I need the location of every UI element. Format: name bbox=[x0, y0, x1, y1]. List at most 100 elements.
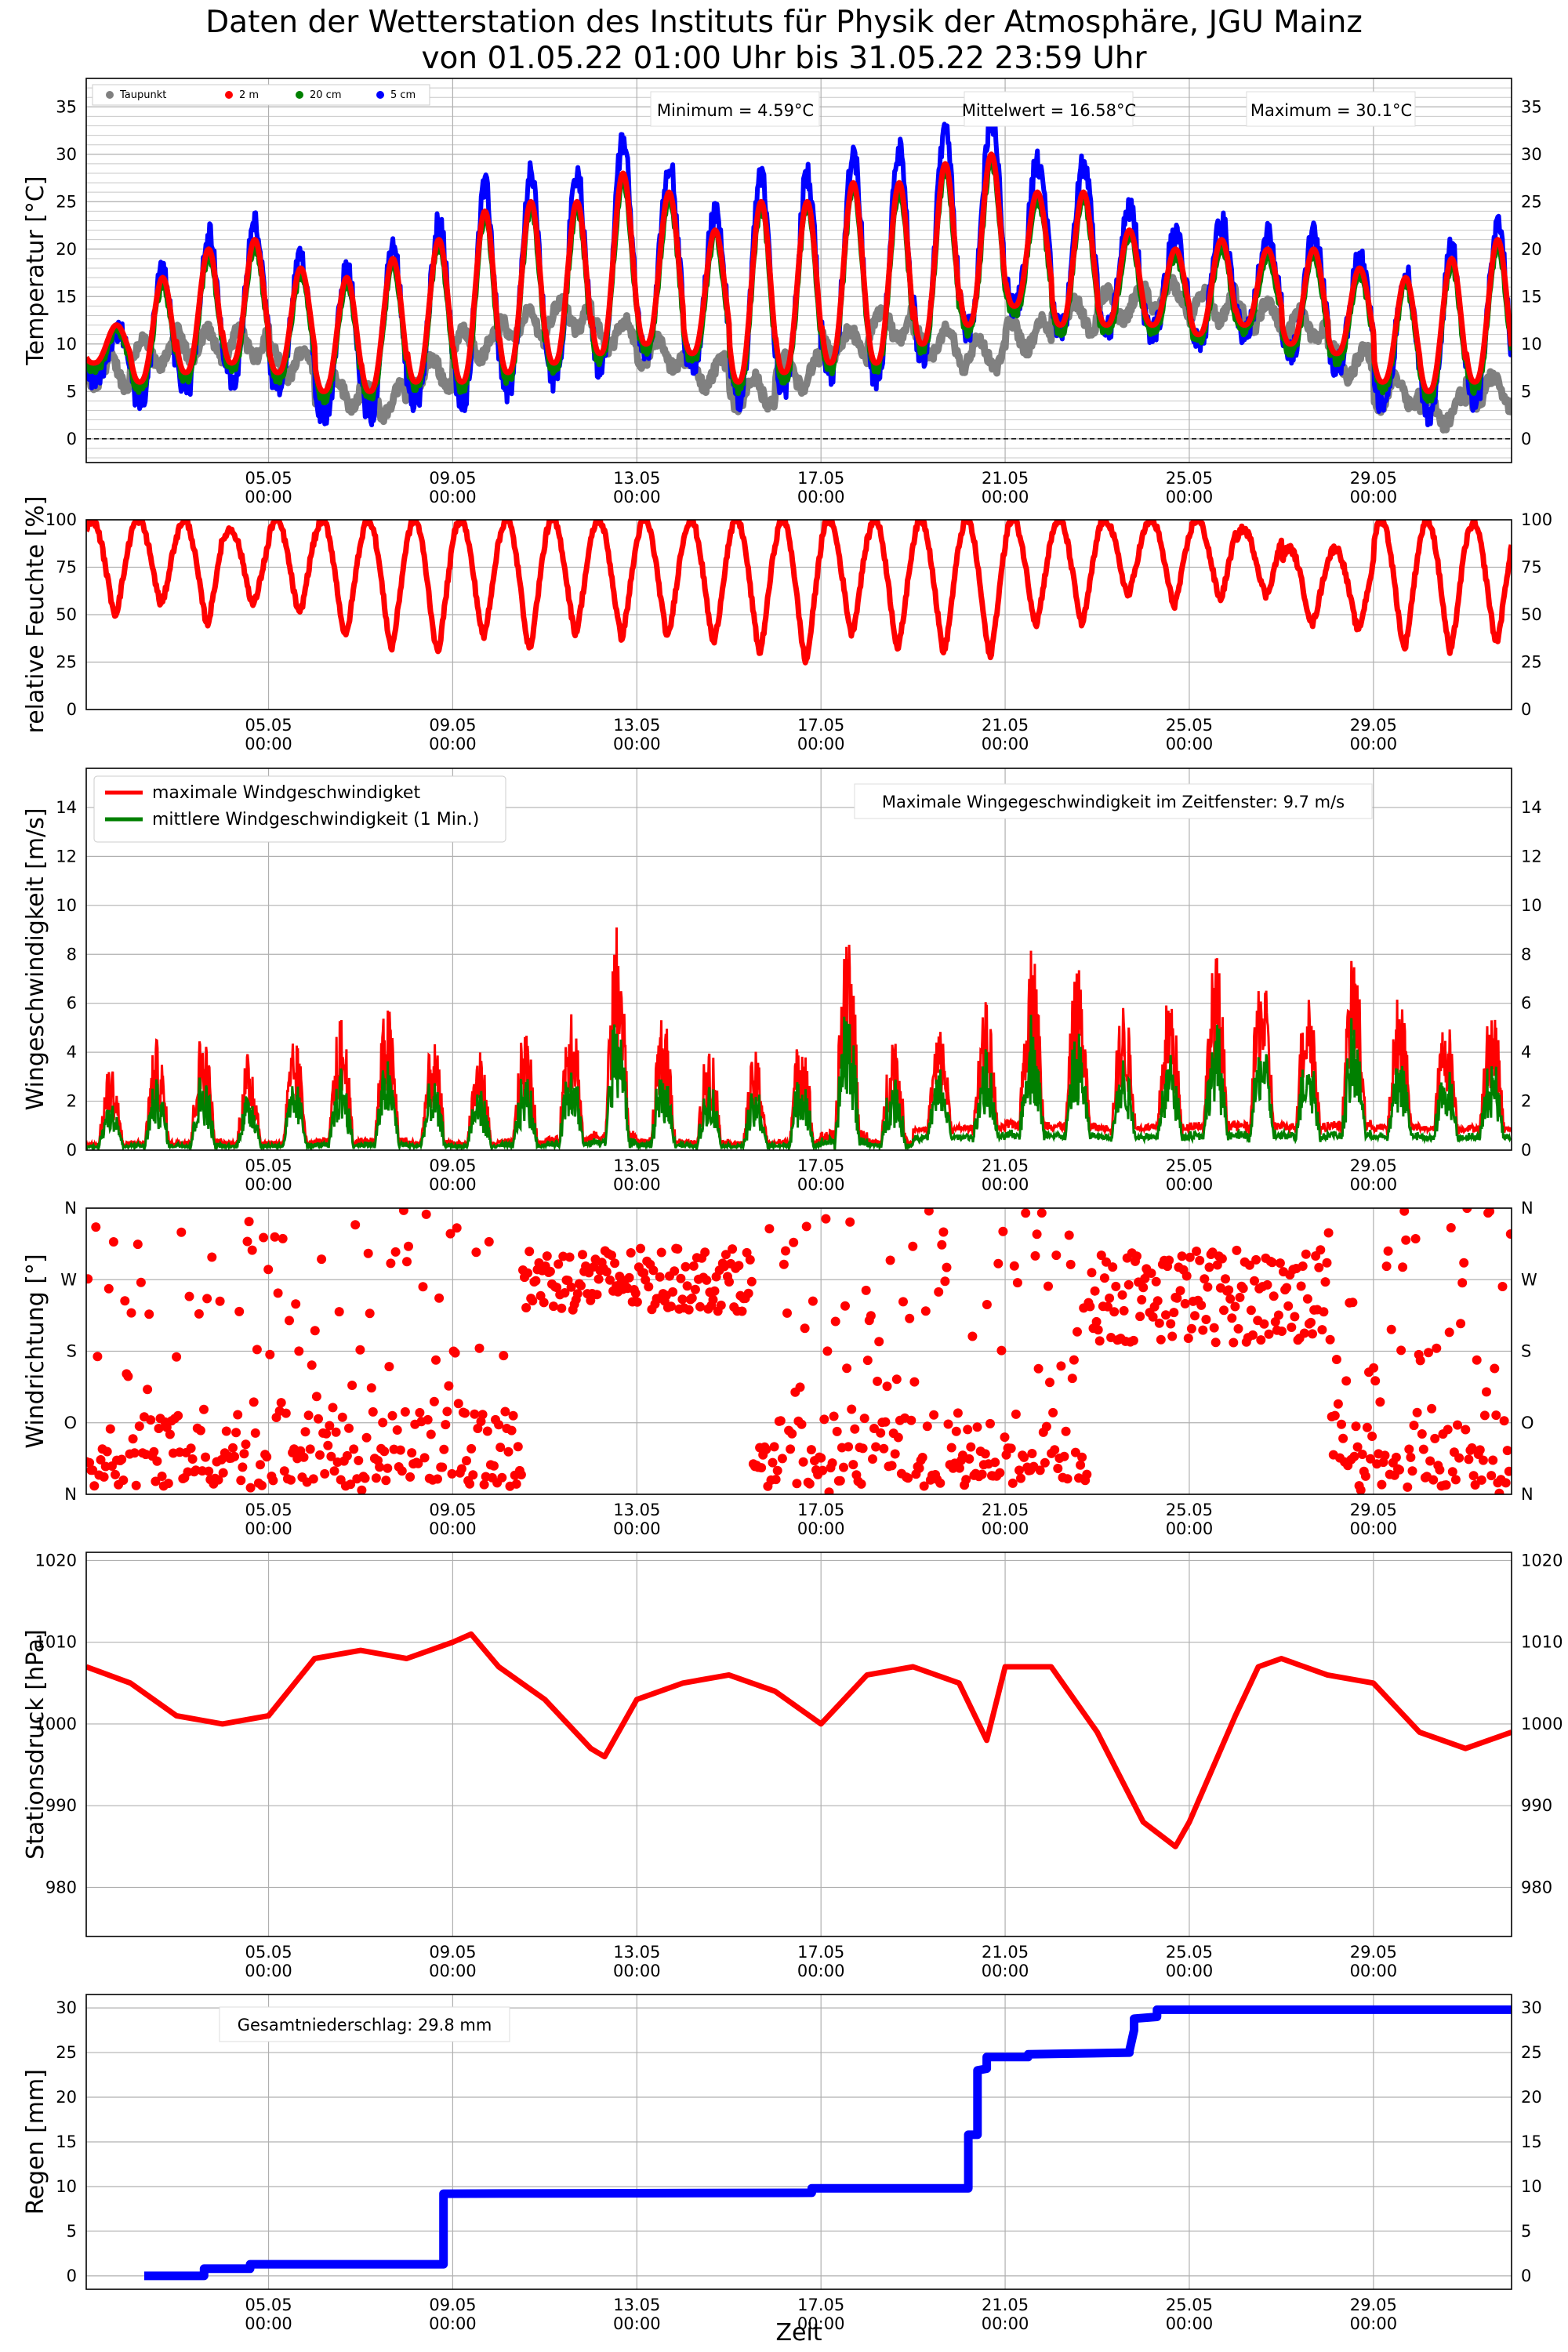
data-point bbox=[887, 1461, 897, 1471]
plot-area bbox=[86, 1208, 1512, 1494]
data-point bbox=[1403, 1482, 1413, 1492]
y-tick-label-right: 1000 bbox=[1521, 1715, 1563, 1733]
y-tick-label-right: 25 bbox=[1521, 653, 1542, 672]
data-point bbox=[792, 1479, 802, 1489]
x-tick-label: 17.05 bbox=[797, 469, 844, 488]
data-point bbox=[871, 1442, 881, 1452]
data-point bbox=[737, 1306, 747, 1316]
data-point bbox=[1443, 1425, 1453, 1435]
data-point bbox=[1486, 1471, 1497, 1481]
data-point bbox=[86, 1274, 93, 1284]
y-tick-label-left: 20 bbox=[56, 2088, 77, 2107]
data-point bbox=[1077, 1452, 1087, 1462]
data-point bbox=[238, 1462, 248, 1472]
data-point bbox=[1203, 1282, 1213, 1292]
data-point bbox=[1192, 1247, 1202, 1256]
data-point bbox=[1251, 1254, 1261, 1265]
x-tick-label: 25.05 bbox=[1166, 469, 1213, 488]
data-point bbox=[245, 1483, 256, 1493]
data-point bbox=[265, 1349, 275, 1359]
x-tick-label: 05.05 bbox=[245, 2296, 292, 2314]
data-point bbox=[824, 1487, 834, 1494]
x-tick-label: 00:00 bbox=[797, 1175, 845, 1194]
data-point bbox=[524, 1247, 535, 1257]
data-point bbox=[279, 1466, 289, 1476]
data-point bbox=[1490, 1363, 1500, 1374]
data-point bbox=[521, 1303, 532, 1312]
data-point bbox=[1246, 1305, 1256, 1316]
series-rain bbox=[144, 2005, 1512, 2281]
data-point bbox=[937, 1240, 947, 1250]
data-point bbox=[1045, 1377, 1054, 1388]
y-axis-label: relative Feuchte [%] bbox=[22, 496, 49, 734]
y-tick-label-right: 0 bbox=[1521, 430, 1531, 448]
data-point bbox=[1306, 1317, 1316, 1327]
data-point bbox=[1152, 1296, 1163, 1306]
data-point bbox=[96, 1455, 106, 1465]
y-tick-label-right: 25 bbox=[1521, 2043, 1542, 2062]
data-point bbox=[905, 1313, 915, 1323]
data-point bbox=[1287, 1323, 1297, 1332]
data-point bbox=[299, 1452, 309, 1462]
data-point bbox=[1204, 1262, 1214, 1272]
data-point bbox=[1180, 1298, 1190, 1308]
data-point bbox=[1000, 1432, 1010, 1443]
x-tick-label: 13.05 bbox=[613, 716, 660, 735]
data-point bbox=[460, 1408, 470, 1418]
data-point bbox=[1040, 1457, 1050, 1468]
data-point bbox=[1409, 1421, 1419, 1431]
data-point bbox=[310, 1326, 320, 1336]
data-point bbox=[500, 1406, 510, 1417]
data-point bbox=[656, 1247, 666, 1258]
data-point bbox=[844, 1442, 854, 1452]
data-point bbox=[1175, 1286, 1185, 1296]
data-point bbox=[716, 1300, 726, 1310]
y-tick-label-right: 0 bbox=[1521, 700, 1531, 719]
data-point bbox=[234, 1306, 245, 1316]
data-point bbox=[239, 1449, 249, 1459]
data-point bbox=[742, 1247, 752, 1258]
data-point bbox=[378, 1417, 388, 1428]
y-tick-label-right: 15 bbox=[1521, 2132, 1542, 2151]
data-point bbox=[920, 1306, 931, 1316]
data-point bbox=[1407, 1466, 1417, 1476]
data-point bbox=[861, 1285, 871, 1295]
x-tick-label: 00:00 bbox=[1166, 1175, 1214, 1194]
data-point bbox=[494, 1420, 504, 1430]
data-point bbox=[1504, 1466, 1512, 1476]
plot-frame bbox=[85, 1994, 1512, 2290]
y-tick-label-left: 75 bbox=[56, 558, 77, 577]
data-point bbox=[117, 1454, 127, 1465]
data-point bbox=[1461, 1425, 1471, 1435]
data-point bbox=[1505, 1229, 1512, 1239]
data-point bbox=[1102, 1257, 1111, 1267]
data-point bbox=[1290, 1312, 1300, 1322]
data-point bbox=[1399, 1208, 1410, 1216]
data-point bbox=[996, 1345, 1007, 1356]
data-point bbox=[1282, 1283, 1292, 1293]
y-tick-label-left: 0 bbox=[67, 1141, 77, 1160]
y-tick-label-left: 25 bbox=[56, 653, 77, 672]
data-point bbox=[99, 1472, 109, 1482]
data-point bbox=[118, 1475, 129, 1485]
x-tick-label: 00:00 bbox=[613, 488, 661, 506]
data-point bbox=[93, 1352, 103, 1362]
data-point bbox=[859, 1414, 869, 1424]
x-tick-label: 00:00 bbox=[982, 488, 1029, 506]
data-point bbox=[566, 1282, 576, 1292]
data-point bbox=[259, 1232, 269, 1243]
y-tick-label-right: 10 bbox=[1521, 335, 1542, 354]
data-point bbox=[891, 1374, 902, 1385]
data-point bbox=[775, 1416, 786, 1426]
data-point bbox=[1011, 1409, 1021, 1419]
data-point bbox=[360, 1473, 370, 1483]
x-tick-label: 00:00 bbox=[797, 1962, 845, 1980]
data-point bbox=[1375, 1397, 1385, 1407]
data-point bbox=[495, 1443, 506, 1453]
data-point bbox=[866, 1311, 876, 1321]
data-point bbox=[1432, 1343, 1442, 1353]
data-point bbox=[1319, 1307, 1329, 1317]
data-point bbox=[379, 1446, 390, 1457]
data-point bbox=[940, 1276, 950, 1287]
